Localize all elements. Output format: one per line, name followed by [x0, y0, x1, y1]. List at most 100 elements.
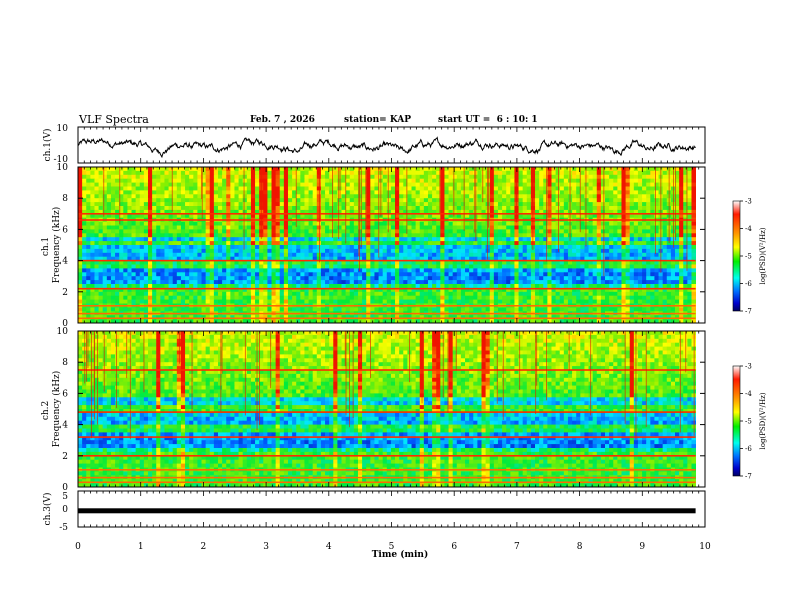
spectrogram-cell	[625, 280, 631, 285]
spectrogram-cell	[654, 209, 659, 215]
spectrogram-cell	[246, 241, 252, 246]
spectrogram-cell	[390, 178, 396, 183]
spectrogram-cell	[617, 233, 622, 238]
spectrogram-cell	[106, 229, 112, 234]
spectrogram-cell	[349, 248, 355, 254]
spectrogram-cell	[86, 241, 91, 246]
spectrogram-cell	[539, 213, 544, 219]
spectrogram-cell	[419, 229, 425, 234]
spectrogram-cell	[588, 287, 594, 293]
spectrogram-cell	[399, 237, 404, 242]
spectrogram-cell	[106, 182, 112, 187]
spectrogram-cell	[275, 194, 281, 199]
spectrogram-cell	[563, 174, 569, 180]
spectrogram-cell	[415, 291, 421, 297]
spectrogram-cell	[530, 276, 536, 281]
spectrogram-cell	[325, 182, 330, 187]
spectrogram-cell	[679, 213, 684, 219]
spectrogram-cell	[349, 291, 355, 297]
spectrogram-cell	[213, 295, 219, 300]
spectrogram-cell	[411, 206, 417, 211]
spectrogram-cell	[510, 268, 515, 273]
spectrogram-cell	[226, 260, 231, 265]
spectrogram-cell	[300, 252, 305, 258]
spectrogram-cell	[514, 284, 519, 289]
spectrogram-cell	[180, 233, 186, 238]
spectrogram-cell	[143, 272, 149, 277]
spectrogram-cell	[456, 225, 462, 230]
spectrogram-cell	[489, 229, 495, 234]
spectrogram-cell	[448, 198, 454, 203]
spectrogram-cell	[465, 264, 470, 269]
spectrogram-cell	[139, 221, 145, 226]
spectrogram-cell	[234, 167, 239, 172]
spectrogram-cell	[448, 202, 454, 207]
spectrogram-cell	[518, 245, 524, 250]
spectrogram-cell	[127, 287, 132, 293]
spectrogram-cell	[147, 170, 153, 176]
spectrogram-cell	[329, 291, 334, 297]
spectrogram-cell	[555, 233, 561, 238]
spectrogram-cell	[168, 252, 174, 258]
spectrogram-cell	[205, 295, 211, 300]
spectrogram-cell	[518, 280, 524, 285]
spectrogram-cell	[337, 264, 342, 269]
spectrogram-cell	[325, 237, 330, 242]
spectrogram-cell	[399, 170, 404, 176]
spectrogram-cell	[250, 229, 256, 234]
spectrogram-cell	[419, 237, 425, 242]
spectrogram-cell	[353, 178, 359, 183]
spectrogram-cell	[156, 284, 161, 289]
spectrogram-cell	[596, 268, 602, 273]
spectrogram-cell	[609, 287, 614, 293]
spectrogram-cell	[283, 167, 289, 172]
spectrogram-cell	[514, 241, 519, 246]
spectrogram-cell	[683, 260, 688, 265]
spectrogram-cell	[242, 291, 248, 297]
spectrogram-cell	[143, 221, 149, 226]
spectrogram-cell	[572, 174, 577, 180]
spectrogram-cell	[255, 233, 260, 238]
spectrogram-cell	[279, 170, 285, 176]
spectrogram-cell	[588, 229, 594, 234]
spectrogram-cell	[115, 276, 120, 281]
spectrogram-cell	[605, 182, 610, 187]
spectrogram-cell	[572, 287, 577, 293]
spectrogram-cell	[123, 229, 128, 234]
spectrogram-cell	[440, 276, 445, 281]
spectrogram-cell	[230, 213, 235, 219]
spectrogram-cell	[135, 174, 141, 180]
spectrogram-cell	[131, 170, 137, 176]
spectrogram-cell	[189, 167, 194, 172]
spectrogram-cell	[123, 186, 128, 191]
spectrogram-cell	[526, 256, 532, 261]
spectrogram-cell	[460, 178, 466, 183]
spectrogram-cell	[629, 252, 635, 258]
spectrogram-cell	[489, 221, 495, 226]
spectrogram-cell	[670, 260, 676, 265]
spectrogram-cell	[415, 252, 421, 258]
spectrogram-cell	[456, 245, 462, 250]
spectrogram-cell	[308, 248, 314, 254]
spectrogram-cell	[580, 194, 585, 199]
spectrogram-cell	[469, 225, 474, 230]
spectrogram-cell	[156, 248, 161, 254]
spectrogram-cell	[637, 209, 643, 215]
spectrogram-cell	[275, 221, 281, 226]
spectrogram-cell	[238, 237, 244, 242]
spectrogram-cell	[675, 209, 680, 215]
spectrogram-cell	[411, 194, 417, 199]
spectrogram-cell	[143, 182, 149, 187]
spectrogram-cell	[201, 182, 207, 187]
spectrogram-cell	[526, 198, 532, 203]
spectrogram-cell	[329, 229, 334, 234]
spectrogram-cell	[164, 276, 169, 281]
spectrogram-cell	[432, 268, 437, 273]
spectrogram-cell	[592, 272, 598, 277]
spectrogram-cell	[547, 252, 552, 258]
spectrogram-cell	[382, 206, 388, 211]
spectrogram-cell	[189, 256, 194, 261]
spectrogram-cell	[329, 182, 334, 187]
spectrogram-cell	[666, 245, 672, 250]
